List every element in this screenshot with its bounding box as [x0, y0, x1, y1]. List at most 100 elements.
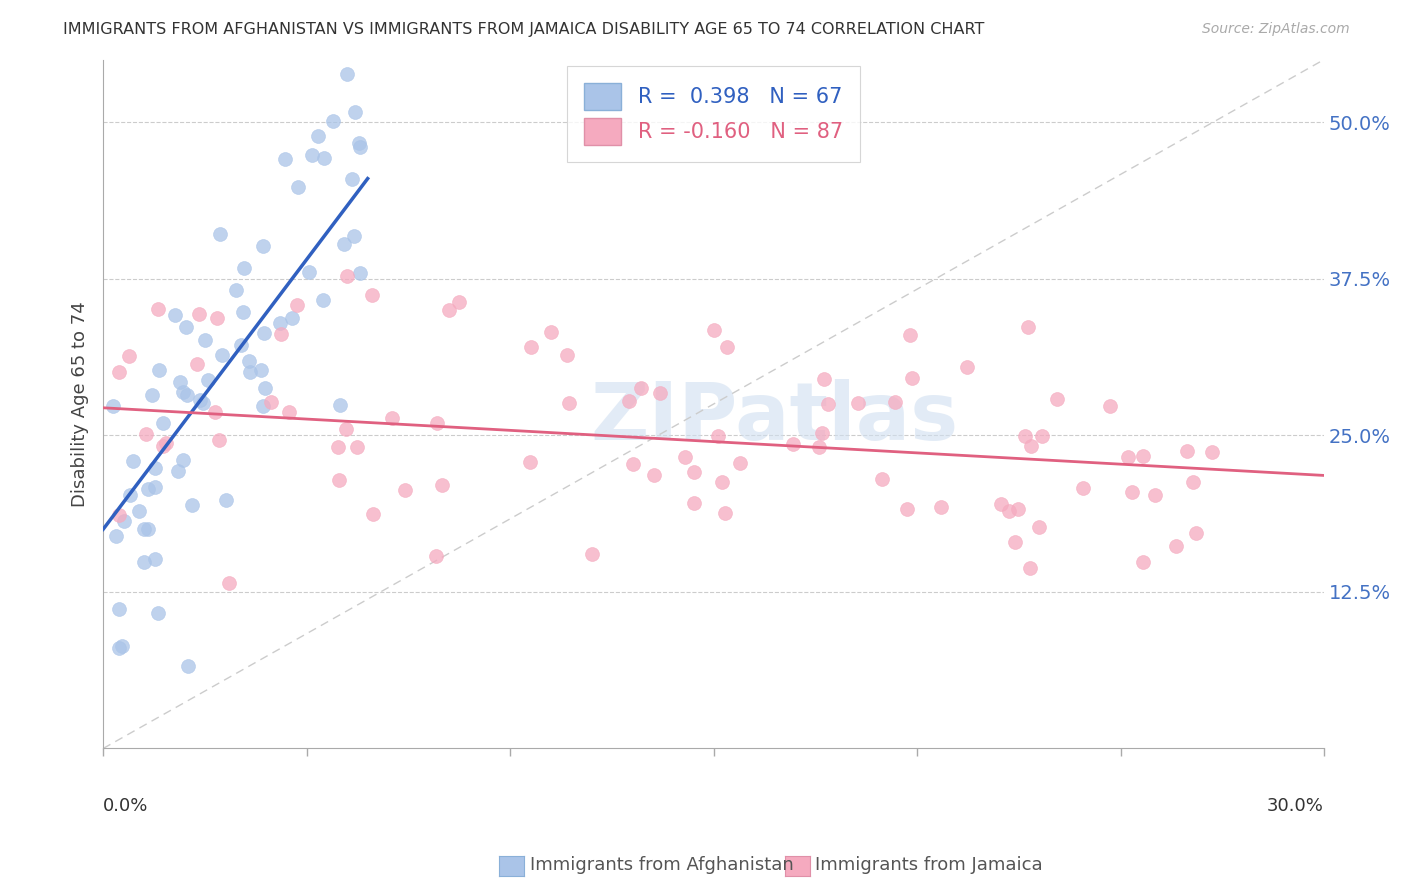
Point [349, 139, 371, 153]
Point [120, 488, 142, 502]
Text: Source: ZipAtlas.com: Source: ZipAtlas.com [1202, 22, 1350, 37]
Point [146, 301, 169, 316]
Point [256, 0, 278, 3]
Point [1121, 484, 1143, 499]
Point [132, 555, 155, 569]
Point [361, 508, 384, 522]
Point [343, 105, 366, 120]
Point [101, 399, 124, 413]
Point [287, 298, 309, 312]
Point [340, 172, 363, 186]
Point [349, 266, 371, 280]
Point [239, 365, 262, 379]
Point [186, 357, 208, 371]
Point [218, 576, 240, 591]
Point [1118, 450, 1140, 465]
Point [163, 308, 186, 322]
Point [326, 440, 349, 454]
Point [211, 348, 233, 362]
Point [136, 483, 159, 497]
Point [232, 305, 254, 319]
Point [623, 457, 645, 471]
Point [260, 395, 283, 409]
Point [519, 340, 541, 354]
Point [188, 307, 211, 321]
Point [301, 148, 323, 162]
Point [143, 460, 166, 475]
Point [898, 328, 921, 343]
Text: ZIPatlas: ZIPatlas [591, 379, 959, 457]
Point [929, 500, 952, 514]
Point [1164, 539, 1187, 553]
Point [136, 522, 159, 536]
Point [714, 506, 737, 520]
Point [328, 473, 350, 487]
Point [141, 388, 163, 402]
Point [177, 658, 200, 673]
Point [274, 152, 297, 166]
Point [630, 381, 652, 395]
Point [197, 373, 219, 387]
Point [135, 427, 157, 442]
Point [307, 128, 329, 143]
Point [329, 398, 352, 412]
Point [132, 522, 155, 536]
Point [118, 349, 141, 363]
Point [683, 465, 706, 479]
Point [148, 607, 170, 621]
Text: Immigrants from Afghanistan: Immigrants from Afghanistan [530, 856, 794, 874]
Point [287, 180, 309, 194]
Point [896, 502, 918, 516]
Point [581, 547, 603, 561]
Point [191, 396, 214, 410]
Point [336, 268, 359, 283]
Point [1046, 392, 1069, 407]
Point [172, 453, 194, 467]
Point [900, 371, 922, 385]
Point [107, 365, 129, 379]
Point [1201, 444, 1223, 458]
Point [176, 387, 198, 401]
Point [208, 227, 231, 242]
Point [253, 326, 276, 340]
Point [208, 434, 231, 448]
Point [169, 375, 191, 389]
Point [1031, 428, 1053, 442]
Point [232, 260, 254, 275]
Text: IMMIGRANTS FROM AFGHANISTAN VS IMMIGRANTS FROM JAMAICA DISABILITY AGE 65 TO 74 C: IMMIGRANTS FROM AFGHANISTAN VS IMMIGRANT… [63, 22, 984, 37]
Point [280, 310, 302, 325]
Point [176, 320, 198, 334]
Point [1071, 481, 1094, 495]
Point [426, 416, 449, 430]
Point [811, 425, 834, 440]
Point [335, 422, 357, 436]
Point [555, 348, 578, 362]
Point [437, 302, 460, 317]
Point [278, 405, 301, 419]
Point [194, 333, 217, 347]
Point [1014, 428, 1036, 442]
Point [813, 372, 835, 386]
Point [252, 399, 274, 413]
Point [883, 394, 905, 409]
Point [105, 529, 128, 543]
Point [333, 237, 356, 252]
Point [447, 294, 470, 309]
Point [188, 393, 211, 408]
Point [172, 384, 194, 399]
Point [336, 67, 359, 81]
Point [381, 411, 404, 425]
Point [252, 239, 274, 253]
Point [322, 114, 344, 128]
Point [1132, 449, 1154, 463]
Point [143, 480, 166, 494]
Point [181, 498, 204, 512]
Text: 30.0%: 30.0% [1267, 797, 1324, 814]
Point [1017, 320, 1039, 334]
Point [430, 478, 453, 492]
Point [870, 472, 893, 486]
Point [1007, 502, 1029, 516]
Point [152, 416, 174, 430]
Point [1185, 526, 1208, 541]
Point [361, 288, 384, 302]
